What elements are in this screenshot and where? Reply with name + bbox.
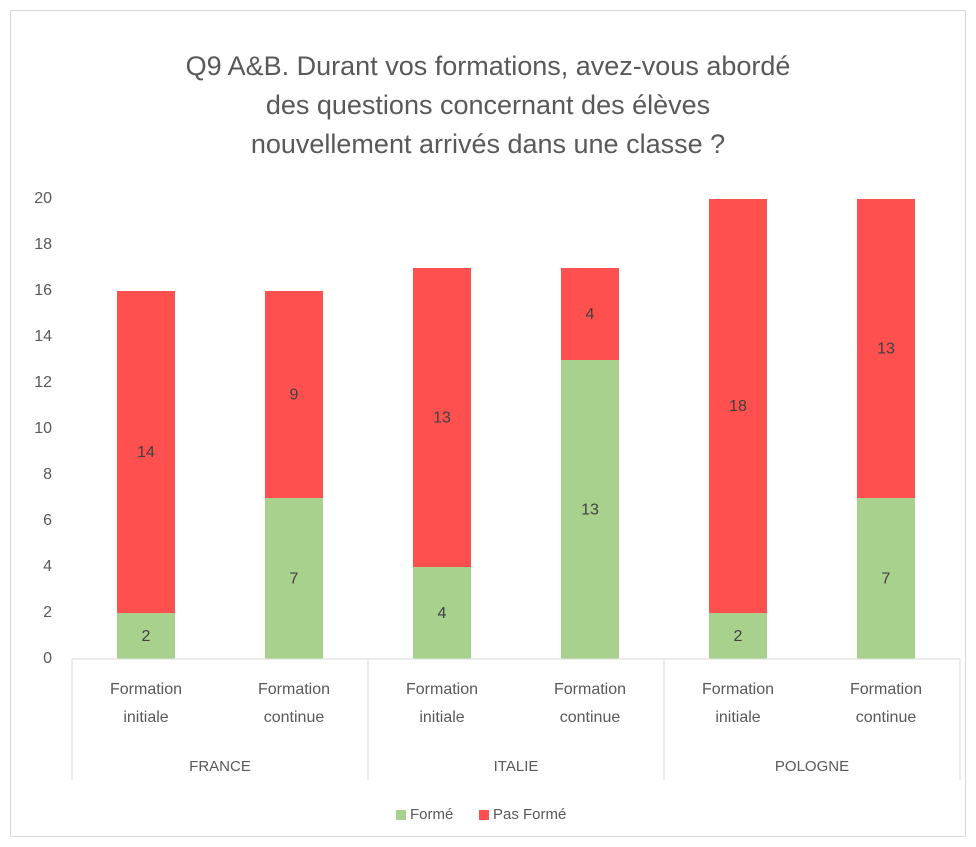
bar-segment (117, 613, 175, 659)
bar-segment (857, 199, 915, 498)
data-label: 18 (729, 398, 747, 415)
group-label: ITALIE (494, 758, 539, 775)
group-label: FRANCE (189, 758, 251, 775)
y-tick-label: 4 (43, 558, 52, 575)
data-label: 2 (734, 628, 743, 645)
legend-swatch (479, 810, 489, 820)
bar-segment (265, 498, 323, 659)
y-tick-label: 10 (34, 420, 52, 437)
x-tick-label: Formation initiale (109, 681, 183, 726)
bar-segment (561, 360, 619, 659)
x-tick-label: Formation initiale (701, 681, 775, 726)
legend-swatch (396, 810, 406, 820)
y-tick-label: 16 (34, 282, 52, 299)
data-label: 13 (581, 502, 599, 519)
bar-segment (857, 498, 915, 659)
legend-label: Pas Formé (493, 806, 566, 823)
y-tick-label: 14 (34, 328, 52, 345)
data-label: 14 (137, 444, 155, 461)
data-label: 9 (290, 387, 299, 404)
group-label: POLOGNE (775, 758, 849, 775)
x-tick-label: Formation initiale (405, 681, 479, 726)
y-tick-label: 0 (43, 650, 52, 667)
x-tick-label: Formation continue (257, 681, 331, 726)
data-label: 4 (438, 605, 447, 622)
data-label: 7 (882, 571, 891, 588)
chart-title: des questions concernant des élèves (266, 90, 710, 120)
bar-segment (561, 268, 619, 360)
x-tick-label: Formation continue (849, 681, 923, 726)
data-label: 2 (142, 628, 151, 645)
y-tick-label: 8 (43, 466, 52, 483)
data-label: 4 (586, 306, 595, 323)
legend-label: Formé (410, 806, 453, 823)
bar-segment (709, 199, 767, 613)
y-tick-label: 20 (34, 190, 52, 207)
chart-title: Q9 A&B. Durant vos formations, avez-vous… (186, 51, 791, 81)
y-tick-label: 12 (34, 374, 52, 391)
y-tick-label: 2 (43, 604, 52, 621)
y-tick-label: 18 (34, 236, 52, 253)
bar-segment (117, 291, 175, 613)
data-label: 7 (290, 571, 299, 588)
bar-segment (709, 613, 767, 659)
data-label: 13 (877, 341, 895, 358)
bar-segment (265, 291, 323, 498)
y-tick-label: 6 (43, 512, 52, 529)
bar-segment (413, 268, 471, 567)
data-label: 13 (433, 410, 451, 427)
chart-title: nouvellement arrivés dans une classe ? (251, 129, 725, 159)
bar-segment (413, 567, 471, 659)
x-tick-label: Formation continue (553, 681, 627, 726)
